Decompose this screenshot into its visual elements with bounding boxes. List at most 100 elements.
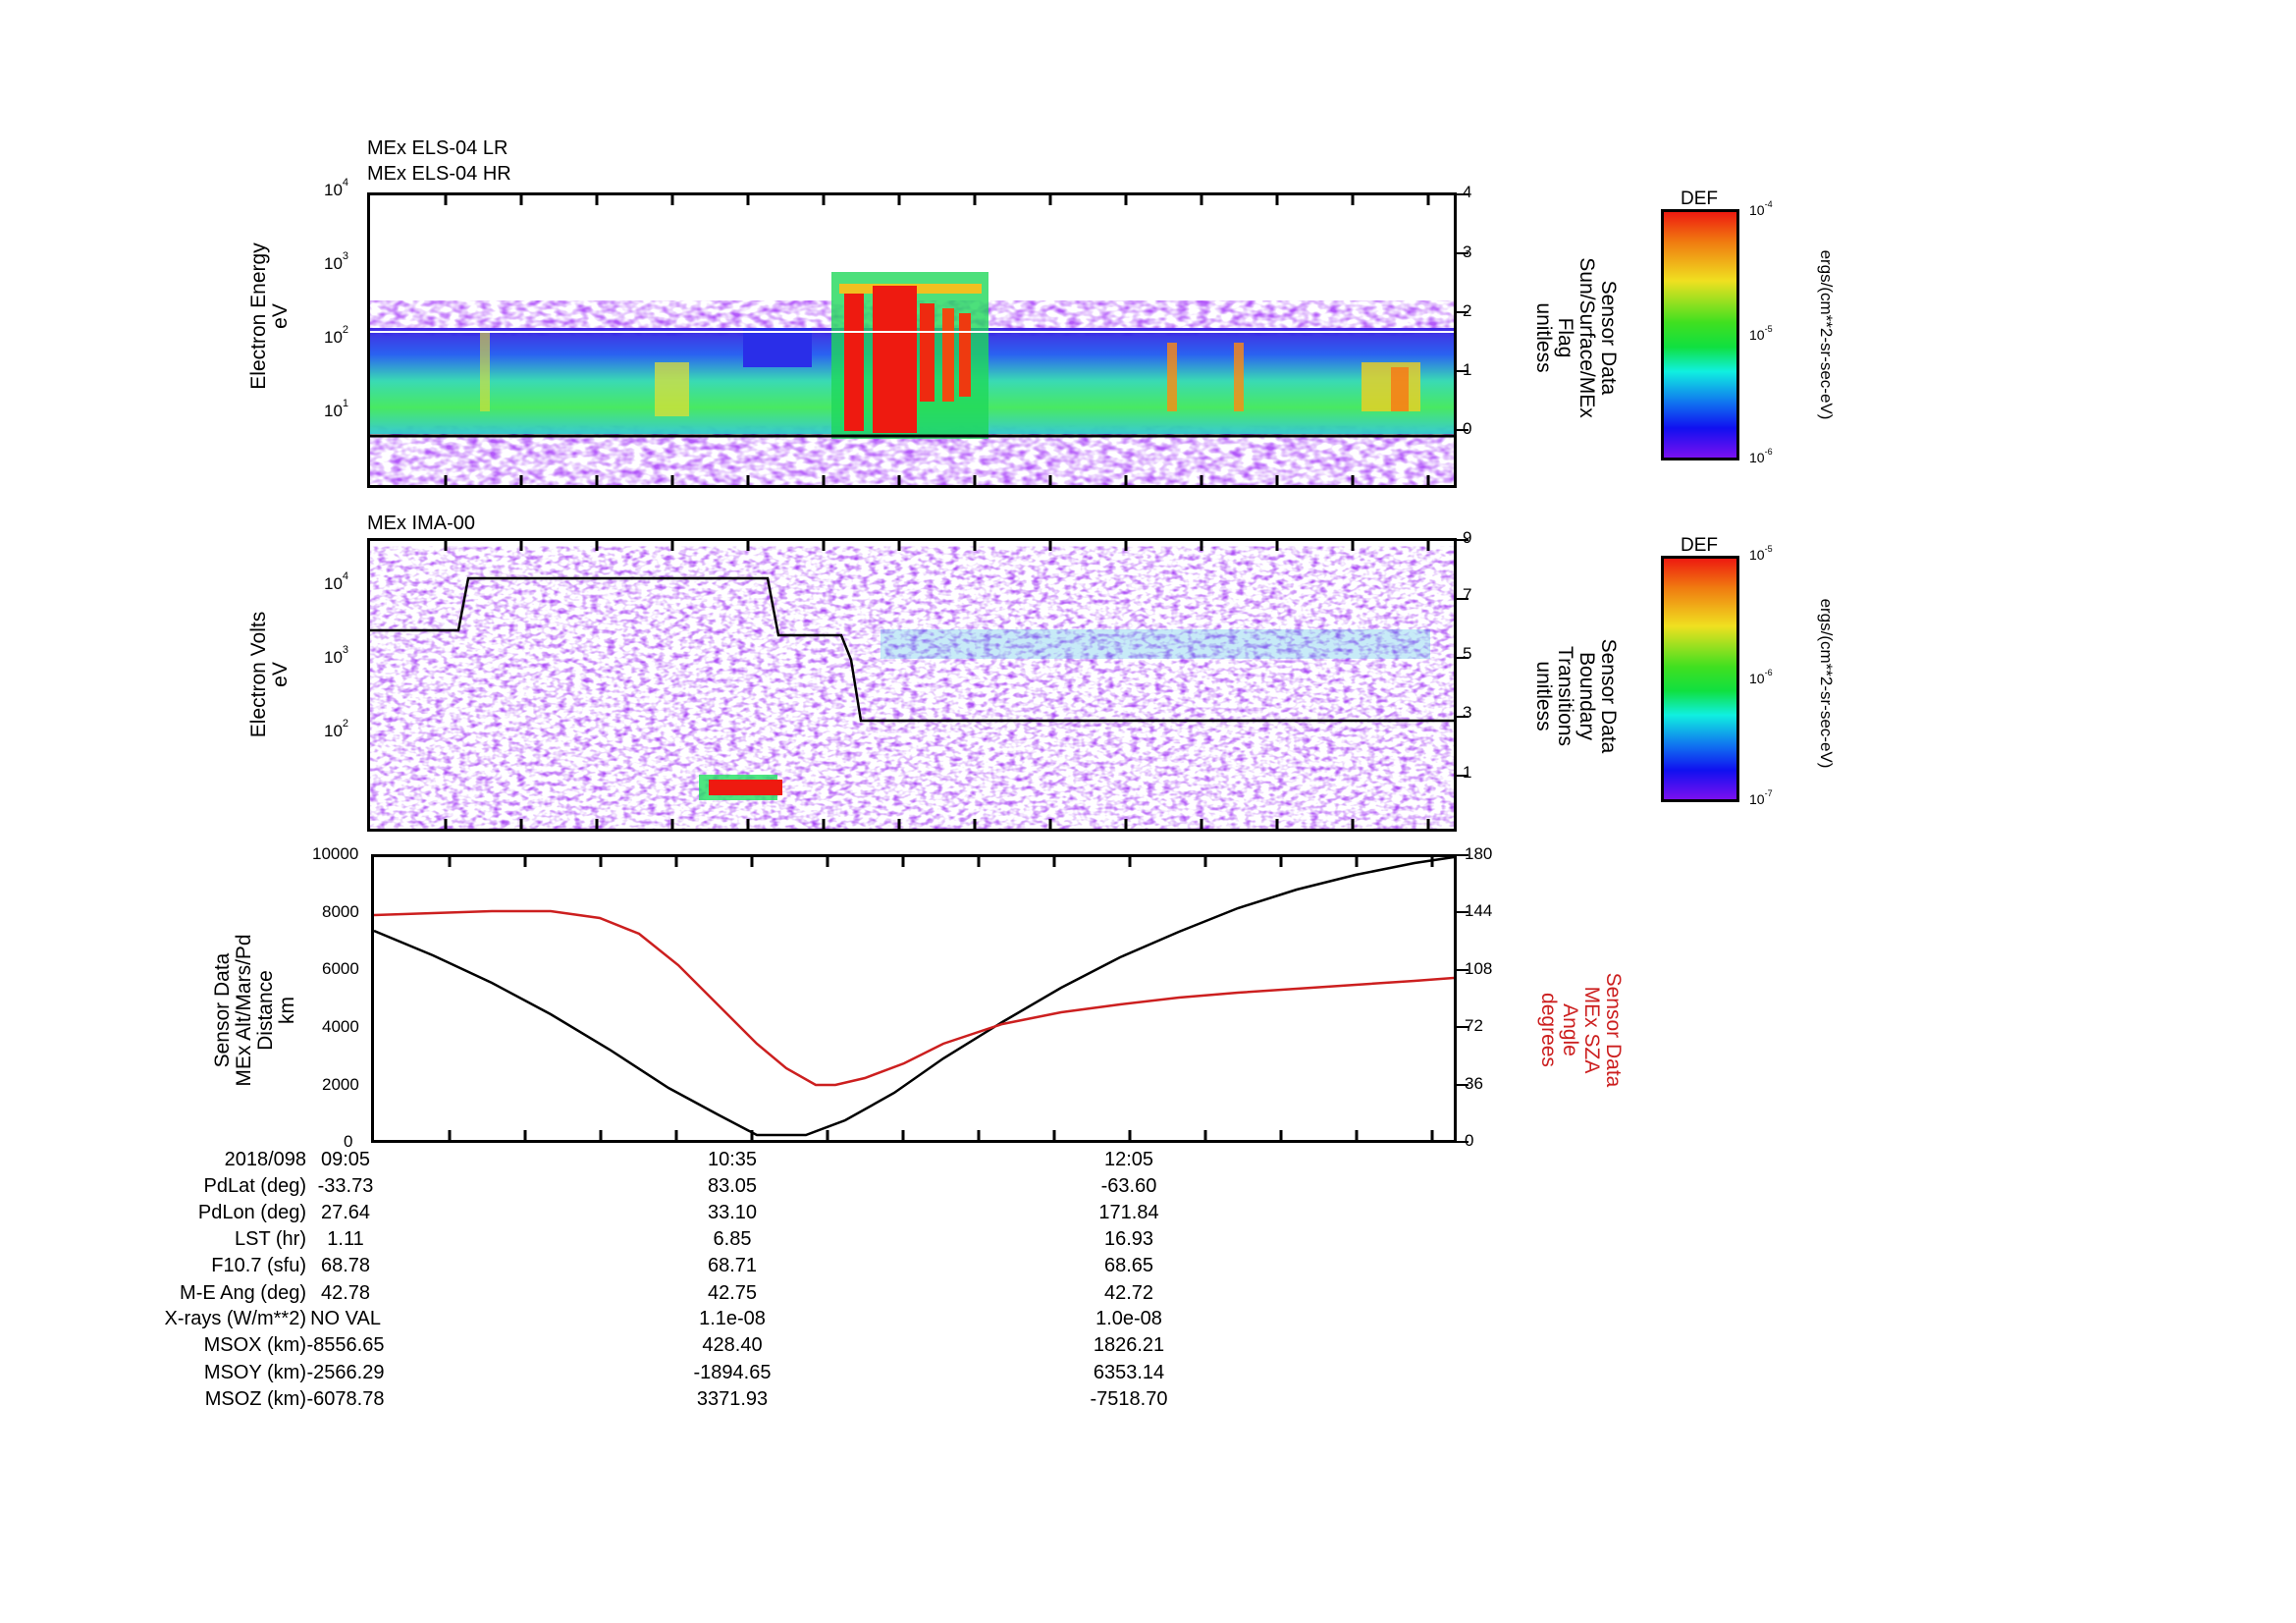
orbit-y2tick: 180 <box>1465 844 1493 863</box>
els-cbar-top: 10-4 <box>1749 199 1773 218</box>
eph-label: PdLat (deg) <box>203 1175 306 1197</box>
orbit-y2tick: 36 <box>1465 1074 1483 1093</box>
els-ytick-1e4: 104 <box>324 177 349 199</box>
orbit-ytick: 10000 <box>312 844 359 863</box>
eph-value: 68.71 <box>707 1255 758 1276</box>
eph-value: 3371.93 <box>696 1388 769 1410</box>
eph-value: -6078.78 <box>306 1388 385 1410</box>
eph-value: -8556.65 <box>306 1334 385 1356</box>
els-y2tick: 1 <box>1463 360 1472 379</box>
els-title-lr: MEx ELS-04 LR <box>367 137 508 159</box>
orbit-ytick: 4000 <box>322 1017 359 1036</box>
els-y2tick: 2 <box>1463 301 1472 320</box>
orbit-ytick: 8000 <box>322 902 359 921</box>
eph-value: 1.11 <box>327 1228 364 1250</box>
ima-cbar-top: 10-5 <box>1749 544 1773 563</box>
eph-value: 1.1e-08 <box>699 1308 766 1329</box>
eph-value: 09:05 <box>320 1149 371 1170</box>
els-cbar-mid: 10-5 <box>1749 324 1773 343</box>
els-colorbar-title: DEF <box>1681 189 1718 209</box>
ima-colorbar <box>1661 556 1739 802</box>
els-y2tick: 4 <box>1463 183 1472 201</box>
ima-y2tick: 5 <box>1463 644 1472 663</box>
eph-label: MSOZ (km) <box>204 1388 306 1410</box>
ima-y2tick: 7 <box>1463 585 1472 604</box>
els-y2tick: 0 <box>1463 419 1472 438</box>
ima-ytick-1e4: 104 <box>324 570 349 593</box>
orbit-y2tick: 0 <box>1465 1131 1474 1150</box>
els-right-axis <box>1457 193 1468 431</box>
orbit-y2tick: 72 <box>1465 1016 1483 1035</box>
orbit-ytick: 2000 <box>322 1075 359 1094</box>
eph-value: 68.78 <box>320 1255 371 1276</box>
eph-value: 16.93 <box>1103 1228 1154 1250</box>
eph-value: 1.0e-08 <box>1095 1308 1162 1329</box>
eph-value: 12:05 <box>1103 1149 1154 1170</box>
eph-value: 1826.21 <box>1093 1334 1165 1356</box>
eph-value: -1894.65 <box>693 1362 772 1383</box>
eph-value: 428.40 <box>702 1334 763 1356</box>
eph-label: MSOY (km) <box>203 1362 306 1383</box>
eph-value: 6.85 <box>713 1228 752 1250</box>
els-title-hr: MEx ELS-04 HR <box>367 163 511 185</box>
els-colorbar <box>1661 209 1739 460</box>
ima-y2tick: 3 <box>1463 703 1472 722</box>
ima-heatmap <box>370 541 1454 829</box>
ephemeris-table: 2018/098 PdLat (deg) PdLon (deg) LST (hr… <box>0 1147 2296 1412</box>
eph-value: 42.78 <box>320 1282 371 1304</box>
ima-spectrogram[interactable] <box>367 538 1457 832</box>
ima-colorbar-title: DEF <box>1681 535 1718 556</box>
ima-ytick-1e2: 102 <box>324 718 349 740</box>
eph-label: X-rays (W/m**2) <box>164 1308 306 1329</box>
eph-value: -2566.29 <box>306 1362 385 1383</box>
eph-value: 42.75 <box>707 1282 758 1304</box>
orbit-right-axis <box>1457 854 1468 1143</box>
eph-value: 171.84 <box>1098 1202 1159 1223</box>
eph-value: -63.60 <box>1100 1175 1157 1197</box>
eph-label: LST (hr) <box>235 1228 306 1250</box>
eph-label: 2018/098 <box>224 1149 306 1170</box>
orbit-y2-axis-label: Sensor Data MEx SZA Angle degrees <box>1537 972 1625 1088</box>
eph-value: -33.73 <box>317 1175 374 1197</box>
ima-title: MEx IMA-00 <box>367 513 476 534</box>
eph-value: 83.05 <box>707 1175 758 1197</box>
orbit-y2tick: 108 <box>1465 959 1493 978</box>
eph-value: 27.64 <box>320 1202 371 1223</box>
els-y2-axis-label: Sensor Data Sun/Surface/MEx Flag unitles… <box>1532 257 1620 418</box>
els-cbar-bottom: 10-6 <box>1749 447 1773 465</box>
ima-y-axis-label: Electron Volts eV <box>247 611 292 738</box>
ima-ytick-1e3: 103 <box>324 644 349 667</box>
ima-cbar-mid: 10-6 <box>1749 668 1773 686</box>
eph-value: 42.72 <box>1103 1282 1154 1304</box>
eph-value: 6353.14 <box>1093 1362 1165 1383</box>
eph-label: MSOX (km) <box>203 1334 306 1356</box>
orbit-y2tick: 144 <box>1465 901 1493 920</box>
els-y-axis-label: Electron Energy eV <box>247 243 292 390</box>
eph-value: 68.65 <box>1103 1255 1154 1276</box>
ima-right-axis <box>1457 539 1468 777</box>
ima-y2-axis-label: Sensor Data Boundary Transitions unitles… <box>1532 638 1620 754</box>
orbit-ytick: 6000 <box>322 959 359 978</box>
els-ytick-1e2: 102 <box>324 324 349 347</box>
ima-cbar-bottom: 10-7 <box>1749 788 1773 807</box>
els-y2tick: 3 <box>1463 243 1472 261</box>
els-colorbar-units: ergs/(cm**2-sr-sec-eV) <box>1817 249 1836 420</box>
eph-label: M-E Ang (deg) <box>180 1282 306 1304</box>
eph-value: -7518.70 <box>1090 1388 1168 1410</box>
els-ytick-1e1: 101 <box>324 398 349 420</box>
ima-y2tick: 1 <box>1463 763 1472 782</box>
els-ytick-1e3: 103 <box>324 250 349 273</box>
eph-value: NO VAL <box>310 1308 381 1329</box>
eph-value: 10:35 <box>707 1149 758 1170</box>
ima-y2tick: 9 <box>1463 528 1472 547</box>
els-heatmap <box>370 195 1454 485</box>
eph-label: PdLon (deg) <box>197 1202 306 1223</box>
ephemeris-labels: 2018/098 PdLat (deg) PdLon (deg) LST (hr… <box>0 1147 306 1412</box>
orbit-lines <box>374 857 1454 1140</box>
els-spectrogram[interactable] <box>367 192 1457 488</box>
orbit-line-chart[interactable] <box>371 854 1457 1143</box>
eph-label: F10.7 (sfu) <box>211 1255 306 1276</box>
orbit-ytick: 0 <box>344 1132 353 1151</box>
ima-colorbar-units: ergs/(cm**2-sr-sec-eV) <box>1817 598 1836 769</box>
eph-value: 33.10 <box>707 1202 758 1223</box>
